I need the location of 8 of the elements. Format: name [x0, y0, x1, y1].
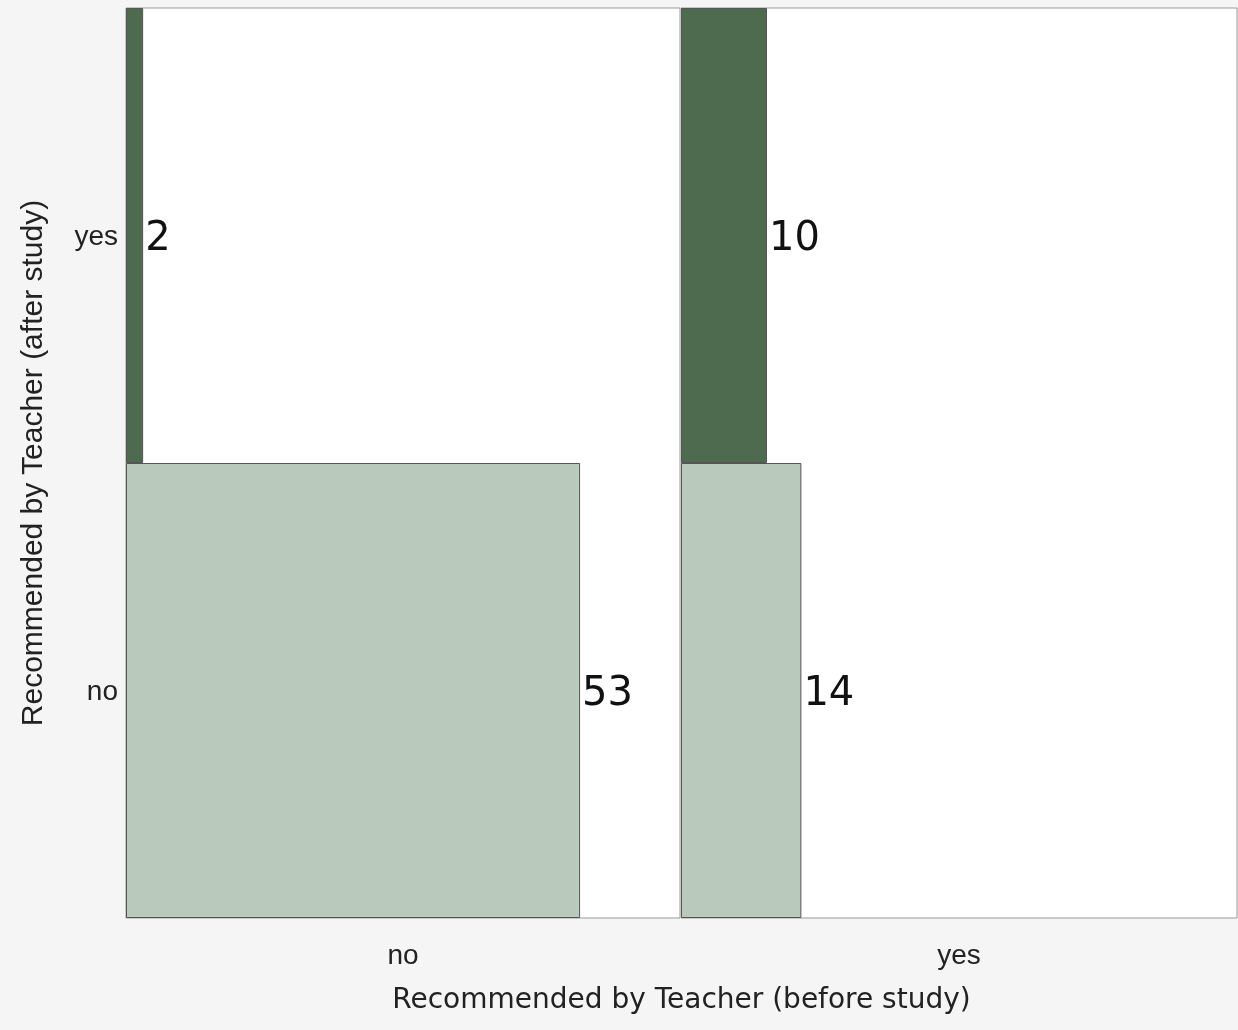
data-label: 53: [582, 667, 633, 714]
data-label: 2: [145, 212, 171, 259]
x-axis-title: yes: [937, 938, 981, 970]
text: Recommended by Teacher (before study): [391, 982, 972, 1015]
data-label: 14: [803, 667, 855, 714]
data-label: 10: [768, 212, 820, 259]
x-axis-title: no: [387, 938, 419, 970]
y-axis-title: Recommended by Teacher (after study): [14, 199, 48, 727]
